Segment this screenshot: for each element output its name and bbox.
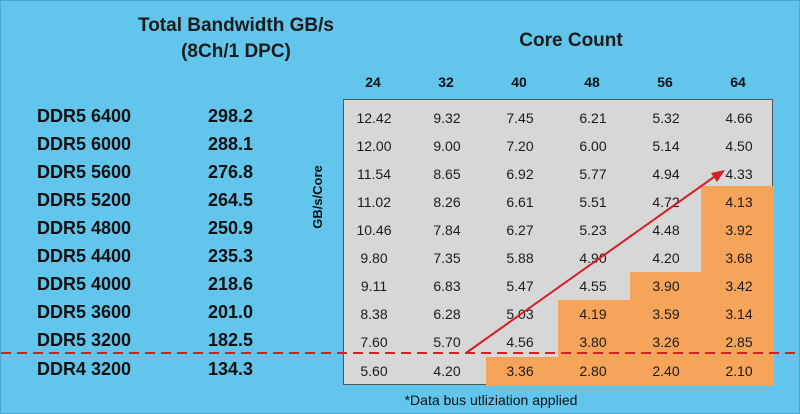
table-cell: 4.72 (652, 194, 680, 210)
footnote: *Data bus utliziation applied (404, 392, 578, 408)
table-cell: 2.80 (579, 363, 607, 379)
table-cell: 4.19 (579, 306, 607, 322)
table-cell: 7.60 (360, 334, 388, 350)
table-cell: 12.42 (356, 110, 392, 126)
table-cell: 6.00 (579, 138, 607, 154)
table-cell: 6.83 (433, 278, 461, 294)
table-cell: 4.20 (652, 250, 680, 266)
table-cell: 3.42 (725, 278, 753, 294)
table-cell: 2.40 (652, 363, 680, 379)
table-cell: 7.35 (433, 250, 461, 266)
table-cell: 4.33 (725, 166, 753, 182)
row-label: DDR5 3200 (37, 330, 132, 350)
row-label: DDR5 5200 (37, 190, 132, 210)
row-label: DDR5 4400 (37, 246, 132, 266)
core-count-header: 40 (511, 74, 527, 90)
table-cell: 5.77 (579, 166, 607, 182)
row-label: DDR5 4800 (37, 218, 132, 238)
table-cell: 5.51 (579, 194, 607, 210)
core-count-header: 64 (730, 74, 746, 90)
table-cell: 6.28 (433, 306, 461, 322)
table-cell: 6.61 (506, 194, 534, 210)
bandwidth-value: 288.1 (208, 134, 254, 154)
gbps-per-core-table: 12.42 9.32 7.45 6.21 5.32 4.66 12.00 9.00 7.20 6.… (343, 99, 774, 386)
y-axis-label: GB/s/Core (310, 165, 325, 229)
bandwidth-value: 218.6 (208, 274, 254, 294)
bandwidth-value: 276.8 (208, 162, 254, 182)
bandwidth-value: 134.3 (208, 359, 254, 379)
table-cell: 5.47 (506, 278, 534, 294)
bandwidth-subtitle: (8Ch/1 DPC) (181, 41, 291, 62)
row-label: DDR5 3600 (37, 302, 132, 322)
table-cell: 9.80 (360, 250, 388, 266)
table-cell: 11.02 (357, 194, 391, 210)
table-cell: 7.45 (506, 110, 534, 126)
table-cell: 4.50 (725, 138, 753, 154)
table-cell: 2.10 (725, 363, 753, 379)
table-cell: 4.66 (725, 110, 753, 126)
core-count-title: Core Count (519, 30, 623, 51)
table-cell: 3.90 (652, 278, 680, 294)
table-cell: 3.68 (725, 250, 753, 266)
row-label: DDR5 6000 (37, 134, 132, 154)
table-cell: 4.55 (579, 278, 607, 294)
table-cell: 9.00 (433, 138, 461, 154)
core-count-header: 56 (657, 74, 673, 90)
table-cell: 3.14 (725, 306, 753, 322)
bandwidth-title: Total Bandwidth GB/s (138, 15, 334, 36)
bandwidth-value: 298.2 (208, 106, 254, 126)
table-cell: 5.60 (360, 363, 388, 379)
table-cell: 3.59 (652, 306, 680, 322)
table-cell: 4.90 (579, 250, 607, 266)
core-count-header: 32 (438, 74, 454, 90)
table-cell: 4.94 (652, 166, 680, 182)
table-cell: 5.03 (506, 306, 534, 322)
row-label: DDR5 4000 (37, 274, 132, 294)
table-cell: 7.20 (506, 138, 534, 154)
table-cell: 6.92 (506, 166, 534, 182)
table-cell: 12.00 (356, 138, 392, 154)
table-cell: 4.20 (433, 363, 461, 379)
table-cell: 9.11 (360, 278, 388, 294)
bandwidth-value: 182.5 (208, 330, 254, 350)
table-cell: 8.38 (360, 306, 388, 322)
table-cell: 3.92 (725, 222, 753, 238)
row-label: DDR5 6400 (37, 106, 132, 126)
table-cell: 10.46 (356, 222, 392, 238)
table-cell: 5.32 (652, 110, 680, 126)
highlight-region (486, 357, 559, 386)
table-cell: 4.13 (725, 194, 753, 210)
table-cell: 5.23 (579, 222, 607, 238)
table-cell: 9.32 (433, 110, 461, 126)
table-cell: 7.84 (433, 222, 461, 238)
table-cell: 11.54 (357, 166, 391, 182)
table-cell: 8.26 (433, 194, 461, 210)
table-cell: 5.88 (506, 250, 534, 266)
table-cell: 5.14 (652, 138, 680, 154)
table-cell: 6.27 (506, 222, 534, 238)
core-count-header: 24 (365, 74, 381, 90)
table-cell: 4.48 (652, 222, 680, 238)
bandwidth-value: 235.3 (208, 246, 254, 266)
table-cell: 3.36 (506, 363, 534, 379)
table-cell: 8.65 (433, 166, 461, 182)
bandwidth-value: 201.0 (208, 302, 254, 322)
table-cell: 4.56 (506, 334, 534, 350)
table-cell: 3.80 (579, 334, 607, 350)
row-label: DDR4 3200 (37, 359, 132, 379)
table-cell: 5.70 (433, 334, 461, 350)
bandwidth-value: 264.5 (208, 190, 254, 210)
bandwidth-value: 250.9 (208, 218, 254, 238)
table-cell: 2.85 (725, 334, 753, 350)
table-cell: 6.21 (579, 110, 607, 126)
core-count-header: 48 (584, 74, 600, 90)
table-cell: 3.26 (652, 334, 680, 350)
row-label: DDR5 5600 (37, 162, 132, 182)
